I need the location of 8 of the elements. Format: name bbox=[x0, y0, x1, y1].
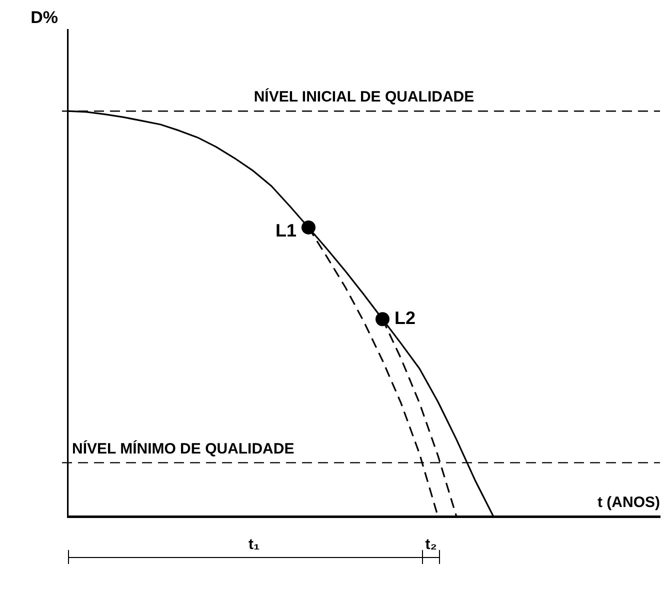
series-label: L2 bbox=[394, 308, 416, 328]
x-axis-title: t (ANOS) bbox=[598, 494, 660, 512]
series-label: L1 bbox=[275, 220, 296, 240]
y-axis-title: D% bbox=[30, 8, 58, 28]
text: t₂ bbox=[425, 536, 437, 554]
ref-line-label: NÍVEL INICIAL DE QUALIDADE bbox=[254, 88, 474, 106]
ref-line-label: NÍVEL MÍNIMO DE QUALIDADE bbox=[72, 439, 294, 458]
text: t₁ bbox=[248, 536, 260, 554]
